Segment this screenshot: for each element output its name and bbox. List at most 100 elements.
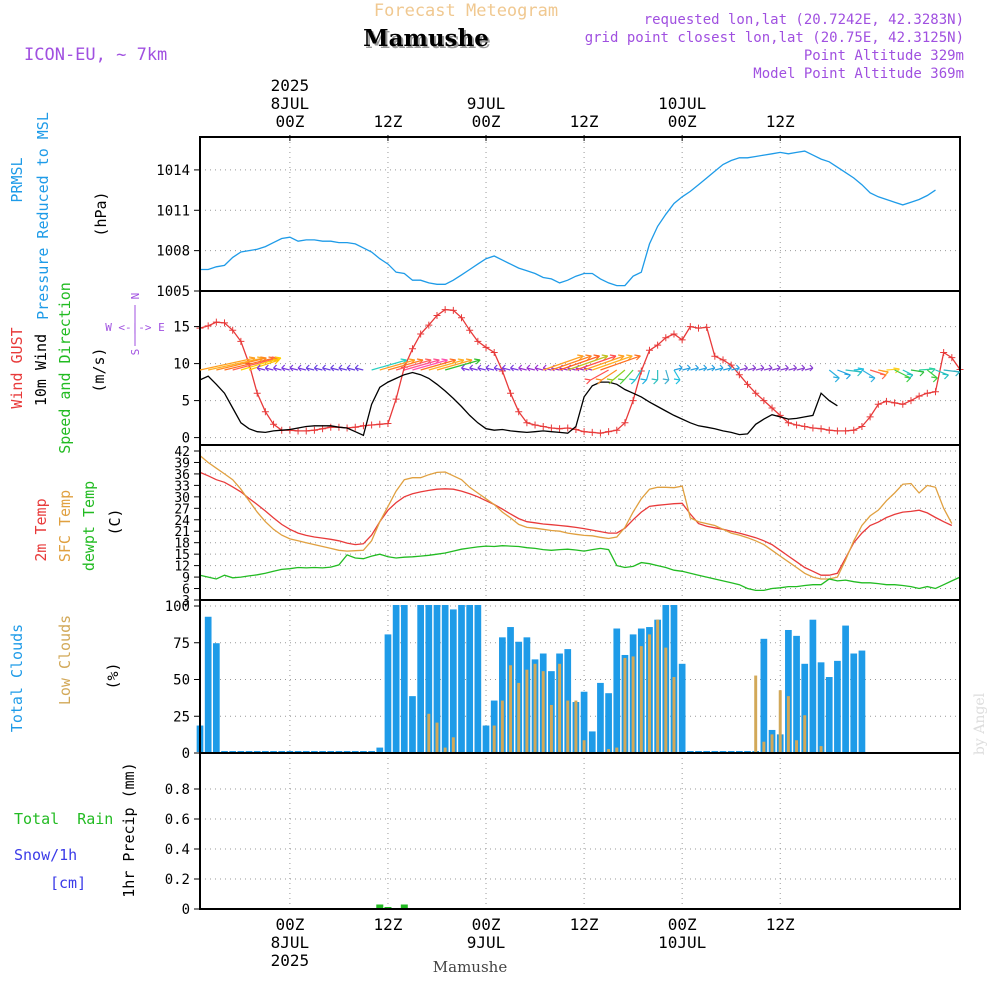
wind-arrow-head xyxy=(313,364,318,372)
cloud-bar-total xyxy=(482,725,490,752)
time-tick-label: 12Z xyxy=(766,112,795,131)
wind-arrow-head xyxy=(289,364,294,372)
y-tick-label: 39 xyxy=(174,456,190,471)
cloud-bar-total xyxy=(858,650,866,752)
cloud-bar-total xyxy=(842,625,849,752)
wind-arrow-head xyxy=(634,354,641,361)
cloud-bar-low xyxy=(786,696,790,752)
cloud-bar-total xyxy=(400,605,408,752)
gust-marker xyxy=(711,352,719,360)
wind-arrow-head xyxy=(593,354,600,361)
wind-arrow xyxy=(346,367,356,371)
temperature-labels: 2m Temp SFC Temp dewpt Temp (C) xyxy=(32,481,124,571)
wind-arrow xyxy=(592,355,633,371)
gust-marker xyxy=(351,423,359,431)
snow-label: Snow/1h xyxy=(14,846,77,864)
time-tick-label: 00Z xyxy=(275,915,304,934)
wind-arrow xyxy=(387,359,424,371)
gust-marker xyxy=(237,337,245,345)
wind-arrow xyxy=(731,367,740,371)
y-tick-label: 27 xyxy=(174,502,190,517)
y-tick-label: 30 xyxy=(174,491,190,506)
wind-arrow-head xyxy=(929,367,936,374)
time-tick-label: 2025 xyxy=(271,951,310,970)
wind-arrow xyxy=(371,359,407,371)
wind-arrow-head xyxy=(595,378,603,385)
gust-marker xyxy=(866,413,874,421)
gust-marker xyxy=(629,397,637,405)
cloud-bar-total xyxy=(327,751,335,752)
wind-arrow-head xyxy=(651,378,659,385)
wind-desc-label: Speed and Direction xyxy=(56,282,74,454)
cloud-bar-total xyxy=(343,751,351,752)
wind-arrow-head xyxy=(686,364,691,372)
y-tick-label: 1014 xyxy=(156,163,190,179)
gust-marker xyxy=(613,426,621,434)
gust-marker xyxy=(261,408,269,416)
wind-arrow-head xyxy=(917,370,925,377)
wind-arrow xyxy=(601,369,618,381)
wind-arrow-head xyxy=(256,364,261,372)
wind-arrow-head xyxy=(474,358,481,365)
time-tick-label: 8JUL xyxy=(271,94,310,113)
cloud-bar-low xyxy=(435,722,439,752)
wind-arrow-head xyxy=(673,378,681,385)
precip-bar xyxy=(400,904,408,909)
time-tick-label: 12Z xyxy=(570,112,599,131)
wind-arrow xyxy=(543,355,584,371)
cloud-bar-total xyxy=(212,643,220,752)
cloud-labels: Total Clouds Low Clouds (%) xyxy=(8,615,122,732)
wind-arrow-head xyxy=(618,378,625,385)
cloud-bar-low xyxy=(623,657,627,752)
cloud-bar-total xyxy=(686,751,694,752)
wind-arrow-head xyxy=(857,367,865,374)
wind-arrow-head xyxy=(703,364,708,372)
gust-marker xyxy=(425,321,433,329)
wind-arrow xyxy=(404,359,440,371)
cloud-bar-total xyxy=(270,751,277,752)
cloud-bar-low xyxy=(541,671,545,752)
wind-arrow-head xyxy=(461,364,465,372)
cloud-bar-low xyxy=(427,713,431,752)
time-tick-label: 8JUL xyxy=(271,933,310,952)
gust-marker xyxy=(564,424,572,432)
product-title: Forecast Meteogram xyxy=(374,1,558,21)
cloud-bar-total xyxy=(850,653,858,752)
cloud-bar-low xyxy=(754,675,758,752)
prmsl-label: PRMSL xyxy=(8,157,26,202)
wind-arrow-head xyxy=(601,354,609,361)
wind-arrow-head xyxy=(760,364,765,372)
y-tick-label: 42 xyxy=(174,445,190,460)
wind-arrow xyxy=(281,367,290,371)
wind-arrow xyxy=(714,367,724,371)
cloud-bar-total xyxy=(335,751,343,752)
gust-marker xyxy=(793,421,801,429)
precip-labels: Total Rain Snow/1h [cm] 1hr Precip (mm) xyxy=(14,762,138,897)
cloud-bar-low xyxy=(819,746,823,752)
wind-arrow-head xyxy=(768,364,773,372)
wind-arrow xyxy=(600,355,641,371)
cloud-bar-total xyxy=(392,605,400,752)
gust-marker xyxy=(204,322,212,330)
cloud-bar-low xyxy=(795,740,799,752)
plot-area: 1005100810111014051015369121518212427303… xyxy=(156,76,964,970)
cloud-bar-total xyxy=(449,609,457,752)
wind-arrow xyxy=(494,367,503,371)
wind-arrow-head xyxy=(606,378,614,385)
y-tick-label: 1011 xyxy=(156,203,190,219)
wind-arrow xyxy=(673,369,681,381)
wind-arrow xyxy=(645,369,651,381)
cloud-bar-total xyxy=(695,751,702,752)
wind-arrow-head xyxy=(906,373,914,380)
wind-arrow-head xyxy=(469,364,474,372)
wind-arrow xyxy=(265,367,274,371)
wind-arrow xyxy=(755,367,765,371)
wind-arrow-head xyxy=(735,364,740,372)
wind-arrow xyxy=(322,367,331,371)
station-title-shadow: Mamushe xyxy=(365,27,491,54)
gust-marker xyxy=(596,429,604,437)
cloud-bar-total xyxy=(294,751,302,752)
gust-marker xyxy=(392,395,400,403)
